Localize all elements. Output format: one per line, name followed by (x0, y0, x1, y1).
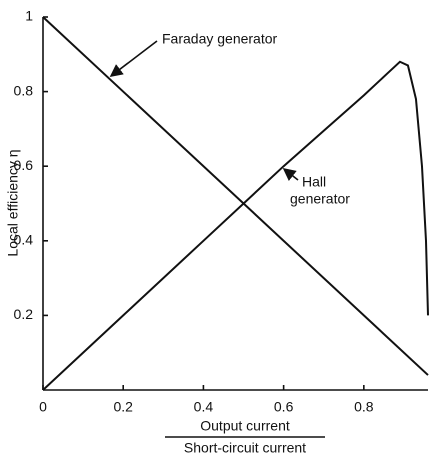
y-axis-label: Local efficiency η (5, 149, 21, 256)
x-tick-label: 0.4 (194, 399, 214, 415)
y-tick-label: 0.8 (14, 82, 34, 98)
annotation: Hall (302, 174, 326, 190)
y-tick-label: 0.4 (14, 232, 34, 248)
y-tick-label: 0.2 (14, 306, 34, 322)
x-tick-label: 0.2 (113, 399, 133, 415)
annotation: Faraday generator (162, 31, 278, 47)
y-tick-label: 1 (25, 8, 33, 24)
annotation: generator (290, 191, 350, 207)
annotation-arrow (282, 168, 299, 181)
annotation-arrow (109, 40, 158, 77)
x-tick-label: 0.8 (354, 399, 374, 415)
series-line (42, 16, 429, 376)
x-axis-label-numerator: Output current (200, 418, 290, 434)
y-tick-label: 0.6 (14, 157, 34, 173)
series-line (42, 60, 429, 391)
x-axis-label-denominator: Short-circuit current (184, 440, 306, 456)
x-tick-label: 0.6 (274, 399, 294, 415)
x-tick-label: 0 (39, 399, 47, 415)
